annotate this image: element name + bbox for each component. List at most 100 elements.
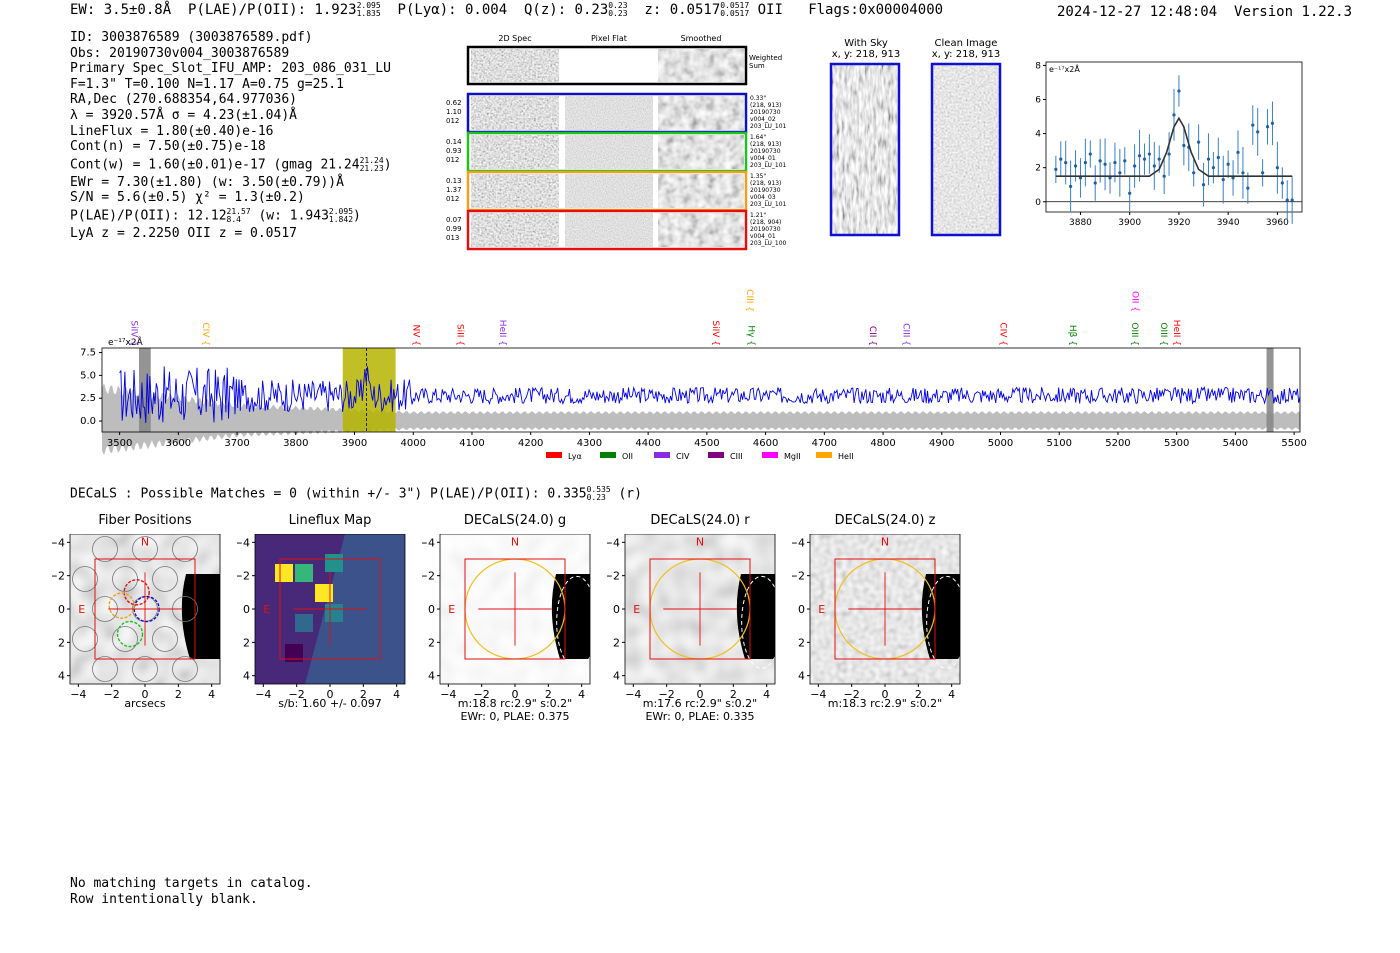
header-qz-lo: 0.23	[608, 9, 628, 18]
cutout-pixelflat	[565, 135, 653, 169]
fit-y-tick-label: 2	[1035, 164, 1041, 174]
decals-summary-hi: 0.535	[586, 485, 611, 494]
header-version: Version 1.22.3	[1234, 4, 1353, 20]
fit-data-point	[1246, 186, 1250, 190]
fit-data-point	[1221, 178, 1225, 182]
cutout-row	[466, 92, 748, 134]
with-sky-label: With Sky	[844, 38, 888, 49]
info-contw: Cont(w) = 1.60(±0.01)e-17 (gmag 21.24	[70, 157, 360, 173]
cutout-row-left-label: 0.07 0.99 013	[446, 216, 462, 243]
cutout-weighted-sum-label: Weighted Sum	[749, 54, 783, 70]
panel-y-tick-label: −2	[792, 570, 805, 583]
header-bar: EW: 3.5±0.8Å P(LAE)/P(OII): 1.9232.095 1.…	[70, 2, 943, 19]
cutout-pixelflat	[565, 174, 653, 208]
info-contn: Cont(n) = 7.50(±0.75)e-18	[70, 139, 266, 155]
panel-subtitle: arcsecs	[124, 697, 166, 710]
with-sky-image	[829, 62, 901, 237]
cutout-row-right-label: 1.35" (218, 913) 20190730 v004_03 203_LU_101	[750, 173, 786, 208]
fiber-circle	[172, 656, 198, 682]
cutout-right-value: v004_02	[750, 116, 776, 123]
fit-data-point	[1064, 160, 1068, 165]
spectrum-x-tick-label: 5400	[1223, 438, 1248, 449]
header-qz: Q(z): 0.23	[523, 2, 609, 18]
fit-data-point	[1226, 162, 1230, 166]
panel-y-tick-label: 0	[243, 603, 250, 616]
cutout-row	[466, 131, 748, 173]
cutout-smoothed	[658, 174, 744, 208]
panel-y-tick-label: 2	[613, 636, 620, 649]
panel-subtitle: m:17.6 rc:2.9" s:0.2"	[642, 697, 758, 710]
panel-subtitle: m:18.8 rc:2.9" s:0.2"	[457, 697, 573, 710]
cutout-row-left-label: 0.13 1.37 012	[446, 177, 462, 204]
legend-swatch	[546, 452, 562, 458]
panel-x-tick-label: 0	[882, 688, 889, 701]
fiber-circle	[72, 566, 98, 592]
panel-x-tick-label: −4	[810, 688, 826, 701]
decals-summary-lo: 0.23	[586, 493, 606, 502]
spectrum-unit-label: e⁻¹⁷x2Å	[108, 336, 144, 348]
panel-y-tick-label: 0	[428, 603, 435, 616]
info-radec: RA,Dec (270.688354,64.977036)	[70, 92, 297, 108]
spectrum-line-marker: Hβ {	[1067, 325, 1077, 346]
info-ewr: EWr = 7.30(±1.80) (w: 3.50(±0.79))Å	[70, 174, 344, 190]
search-box	[279, 558, 381, 660]
cutout-left-value: 012	[446, 156, 460, 164]
fiber-circle	[152, 566, 178, 592]
cutout-right-value: v004_01	[750, 155, 776, 162]
fit-data-point	[1083, 160, 1087, 165]
image-panel: N E −4 4 −2 2 0 0 2 −2 4 −4	[422, 534, 598, 701]
lineflux-map-cell	[295, 564, 313, 582]
panel-x-tick-label: 2	[175, 688, 182, 701]
panel-subtitle-2: EWr: 0, PLAE: 0.335	[645, 710, 755, 723]
spectrum-masked-region	[138, 348, 151, 432]
panel-subtitle-2: EWr: 0, PLAE: 0.375	[460, 710, 570, 723]
fit-data-point	[1157, 157, 1161, 161]
info-lineflux: LineFlux = 1.80(±0.40)e-16	[70, 123, 274, 139]
panel-title: Fiber Positions	[98, 513, 192, 528]
header-plae-lo: 1.835	[356, 9, 381, 18]
cutout-left-value: 0.07	[446, 216, 462, 224]
fit-data-point	[1059, 157, 1063, 161]
search-box	[649, 558, 751, 660]
fit-data-point	[1236, 150, 1240, 154]
cutouts-grid	[466, 45, 748, 251]
fit-y-tick-label: 8	[1035, 61, 1041, 71]
clean-image-title: Clean Image x, y: 218, 913	[926, 38, 1006, 60]
panel-x-tick-label: 4	[763, 688, 770, 701]
cutout-right-value: 20190730	[750, 187, 781, 194]
fiber-circle-selected	[123, 579, 150, 606]
cutout-right-value: 1.21"	[750, 212, 767, 219]
spectrum-line-marker: CII {	[867, 326, 877, 346]
info-block: ID: 3003876589 (3003876589.pdf) Obs: 201…	[70, 30, 392, 242]
cutout-col-label-2dspec: 2D Spec	[498, 34, 532, 43]
spectrum-error-band	[102, 383, 1300, 456]
lineflux-map-cell	[295, 614, 313, 632]
info-plae-w-end: )	[353, 208, 361, 224]
legend-label: Lyα	[568, 452, 582, 461]
panel-x-tick-label: 2	[545, 688, 552, 701]
lineflux-map-cell	[285, 644, 303, 662]
fiber-circle	[92, 656, 118, 682]
cutout-row-right-label: 0.33" (218, 913) 20190730 v004_02 203_LU_101	[750, 95, 786, 130]
bright-neighbor-source	[181, 574, 220, 659]
fit-data-point	[1216, 155, 1220, 160]
fiber-circle	[152, 626, 178, 652]
panel-y-tick-label: 2	[58, 636, 65, 649]
panel-x-tick-label: 4	[578, 688, 585, 701]
fit-data-point	[1201, 183, 1206, 187]
panel-y-tick-label: 4	[243, 670, 250, 683]
cutout-right-value: 20190730	[750, 226, 781, 233]
full-spectrum-plot: 0.0 2.5 5.0 7.5 3500 3600 3700 3800 3900 4000 4100…	[80, 289, 1307, 461]
panel-y-tick-label: 2	[798, 636, 805, 649]
legend-label: CIV	[676, 452, 690, 461]
sky-panels	[829, 62, 1002, 237]
cutout-smoothed	[658, 96, 744, 130]
fit-y-tick-label: 4	[1035, 130, 1041, 140]
fit-data-point	[1197, 140, 1201, 144]
spectrum-masked-region	[1266, 348, 1274, 432]
header-z-line: OII	[757, 2, 783, 18]
fiber-circle	[92, 536, 118, 562]
fit-data-point	[1167, 152, 1171, 156]
spectrum-flux-line	[119, 366, 1301, 424]
neighbor-aperture	[926, 575, 968, 669]
